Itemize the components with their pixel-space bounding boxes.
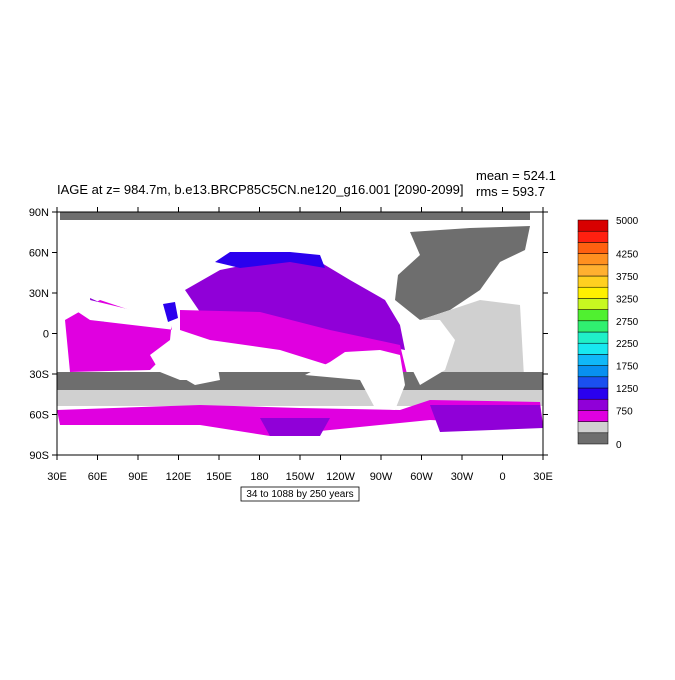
lon-label: 60W bbox=[410, 471, 433, 483]
lon-label: 120W bbox=[326, 471, 355, 483]
colorbar-label: 1250 bbox=[616, 384, 639, 395]
colorbar-box bbox=[577, 286, 609, 299]
colorbar-label: 2750 bbox=[616, 317, 639, 328]
colorbar-box bbox=[577, 320, 609, 333]
lon-label: 30E bbox=[47, 471, 67, 483]
lat-label: 90N bbox=[29, 207, 49, 219]
lon-label: 120E bbox=[166, 471, 192, 483]
lat-label: 30S bbox=[29, 369, 49, 381]
lat-label: 90S bbox=[29, 450, 49, 462]
colorbar-box bbox=[577, 298, 609, 310]
lon-label: 150E bbox=[206, 471, 232, 483]
colorbar-label: 4250 bbox=[616, 250, 639, 261]
map-title: IAGE at z= 984.7m, b.e13.BRCP85C5CN.ne12… bbox=[57, 182, 464, 197]
colorbar-box bbox=[577, 275, 609, 288]
lat-label: 60S bbox=[29, 410, 49, 422]
colorbar-label: 750 bbox=[616, 406, 633, 417]
colorbar-box bbox=[577, 365, 609, 378]
colorbar-box bbox=[577, 376, 609, 389]
lon-label: 0 bbox=[499, 471, 505, 483]
colorbar-label: 5000 bbox=[616, 216, 639, 227]
colorbar-box bbox=[577, 354, 609, 366]
rms-stat: rms = 593.7 bbox=[476, 184, 545, 199]
colorbar-box bbox=[577, 253, 609, 266]
colorbar-label: 0 bbox=[616, 440, 622, 451]
info-text: 34 to 1088 by 250 years bbox=[246, 489, 353, 500]
lon-label: 90E bbox=[128, 471, 148, 483]
colorbar: 5000 4250 3750 3250 2750 2250 1750 1250 750 0 bbox=[577, 216, 639, 451]
lon-label: 30W bbox=[451, 471, 474, 483]
colorbar-box bbox=[577, 410, 609, 422]
lat-label: 30N bbox=[29, 288, 49, 300]
lon-label: 150W bbox=[286, 471, 315, 483]
colorbar-label: 3750 bbox=[616, 272, 639, 283]
colorbar-box bbox=[577, 331, 609, 344]
lon-label: 90W bbox=[370, 471, 393, 483]
colorbar-label: 2250 bbox=[616, 339, 639, 350]
colorbar-label: 1750 bbox=[616, 362, 639, 373]
colorbar-box bbox=[577, 219, 609, 232]
info-box bbox=[240, 486, 360, 502]
colorbar-box bbox=[577, 432, 609, 445]
lat-label: 0 bbox=[43, 329, 49, 341]
mean-stat: mean = 524.1 bbox=[476, 168, 556, 183]
colorbar-box bbox=[577, 264, 609, 277]
colorbar-box bbox=[577, 387, 609, 400]
colorbar-box bbox=[577, 242, 609, 254]
lon-label: 30E bbox=[533, 471, 553, 483]
lon-label: 60E bbox=[88, 471, 108, 483]
colorbar-label: 3250 bbox=[616, 294, 639, 305]
map-fill bbox=[57, 212, 543, 455]
map-axes: 90N 60N 30N 0 30S 60S 90S 30E 60E 90E 120E 150E 180 1… bbox=[29, 207, 553, 483]
colorbar-box bbox=[577, 421, 609, 434]
lon-label: 180 bbox=[250, 471, 268, 483]
colorbar-box bbox=[577, 398, 609, 411]
lat-label: 60N bbox=[29, 248, 49, 260]
colorbar-box bbox=[577, 342, 609, 355]
colorbar-box bbox=[577, 230, 609, 243]
colorbar-box bbox=[577, 309, 609, 322]
